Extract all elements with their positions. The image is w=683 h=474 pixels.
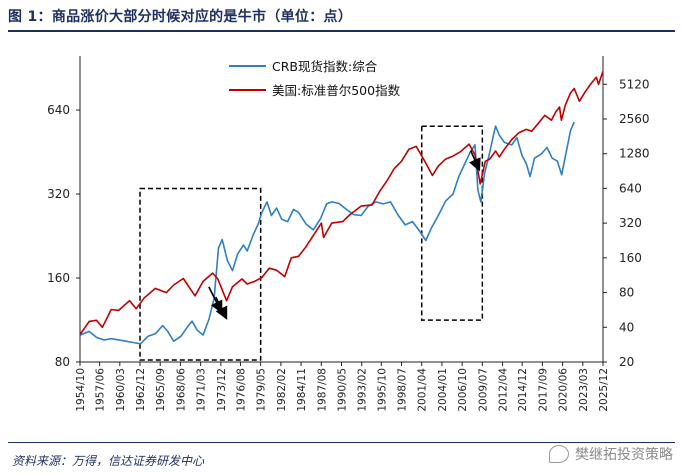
left-tick-label: 640: [47, 103, 70, 117]
x-tick-label: 2025/12: [598, 368, 610, 412]
chart-svg: 80 160 320 640 20 40 80 160 320 640 1280 2560 5120 19…: [47, 56, 650, 412]
x-tick-label: 1979/05: [256, 368, 268, 412]
legend-label: 美国:标准普尔500指数: [272, 83, 401, 98]
right-tick-label: 2560: [619, 112, 650, 126]
source-note: 资料来源：万得，信达证券研发中心: [12, 454, 205, 468]
annotation-dashed-box: [139, 187, 262, 361]
right-tick-label: 5120: [619, 77, 650, 91]
x-tick-label: 2001/04: [417, 368, 429, 412]
right-tick-label: 320: [619, 216, 642, 230]
right-tick-label: 1280: [619, 147, 650, 161]
x-tick-label: 1960/03: [115, 368, 127, 412]
x-tick-label: 2009/07: [477, 368, 489, 412]
x-tick-label: 1976/08: [235, 368, 247, 412]
wechat-icon: [549, 445, 569, 463]
x-tick-label: 1993/02: [357, 368, 369, 412]
annotation-arrow: [215, 296, 228, 320]
series-crb-line: [80, 121, 575, 345]
x-tick-label: 1973/12: [216, 368, 228, 412]
x-tick-label: 1990/05: [337, 368, 349, 412]
x-tick-label: 1982/02: [276, 368, 288, 412]
footer-rule: [8, 442, 675, 443]
x-tick-label: 2017/09: [537, 368, 549, 412]
x-tick-label: 1998/07: [397, 368, 409, 412]
x-tick-label: 1954/10: [75, 368, 87, 412]
x-tick-label: 2020/06: [558, 368, 570, 412]
x-tick-label: 2023/03: [578, 368, 590, 412]
left-tick-label: 160: [47, 271, 70, 285]
left-tick-label: 80: [55, 355, 70, 369]
title-rule: [8, 30, 675, 32]
right-tick-label: 80: [619, 286, 634, 300]
right-tick-label: 40: [619, 320, 634, 334]
x-tick-label: 2014/12: [517, 368, 529, 412]
x-tick-label: 2012/04: [498, 368, 510, 412]
annotation-arrow: [468, 150, 481, 172]
watermark-text: 樊继拓投资策略: [575, 447, 673, 463]
right-tick-label: 20: [619, 355, 634, 369]
x-tick-label: 2004/01: [437, 368, 449, 412]
right-tick-label: 160: [619, 251, 642, 265]
x-tick-label: 1971/03: [196, 368, 208, 412]
series-sp500-line: [79, 71, 604, 335]
chart-area: 80 160 320 640 20 40 80 160 320 640 1280 2560 5120 19…: [0, 36, 683, 440]
watermark: 樊继拓投资策略: [549, 444, 673, 464]
x-tick-label: 2006/10: [457, 368, 469, 412]
x-tick-label: 1957/06: [95, 368, 107, 412]
right-tick-label: 640: [619, 181, 642, 195]
x-tick-label: 1968/06: [175, 368, 187, 412]
left-tick-label: 320: [47, 187, 70, 201]
annotation-dashed-box: [420, 125, 484, 321]
x-tick-label: 1962/12: [135, 368, 147, 412]
x-tick-label: 1987/08: [316, 368, 328, 412]
x-tick-label: 1965/09: [155, 368, 167, 412]
x-tick-label: 1995/10: [376, 368, 388, 412]
legend-label: CRB现货指数:综合: [272, 59, 378, 74]
x-tick-label: 1984/11: [296, 368, 308, 412]
chart-title: 图 1：商品涨价大部分时候对应的是牛市（单位：点）: [8, 9, 353, 25]
